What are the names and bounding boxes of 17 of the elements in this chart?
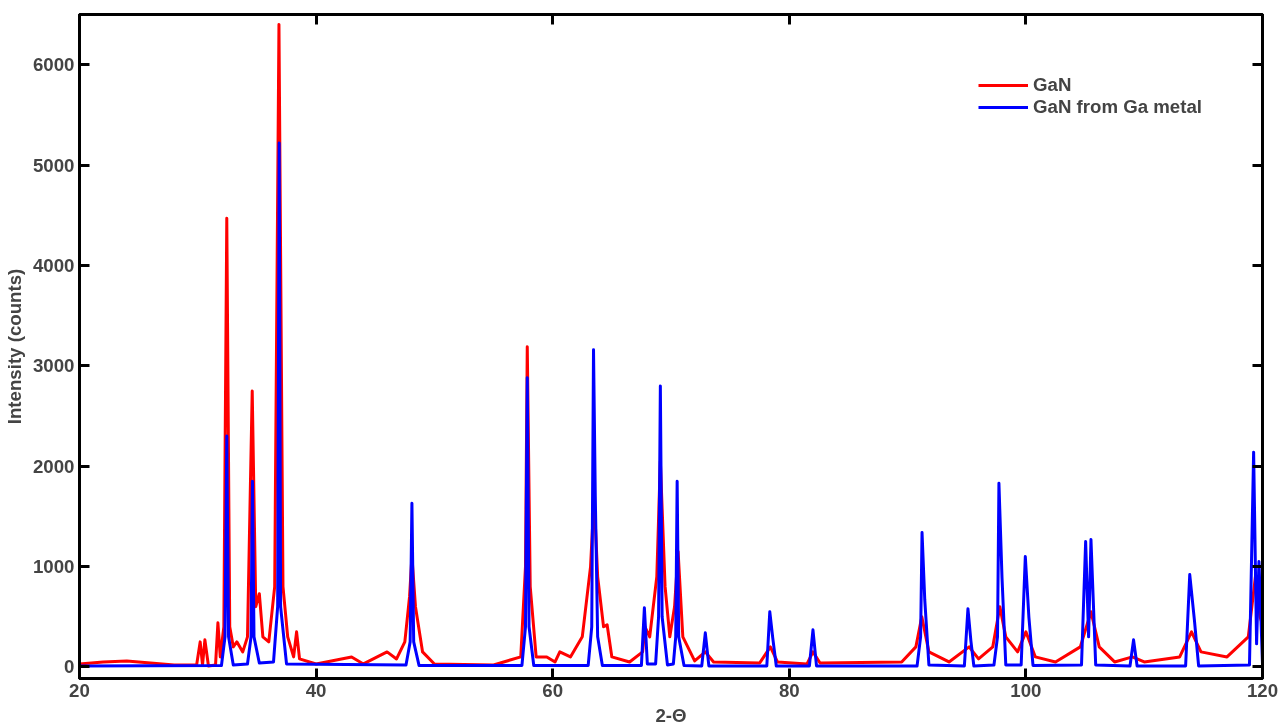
x-tick-label: 60 <box>542 679 564 701</box>
x-tick-label: 20 <box>69 679 90 701</box>
y-tick-label: 2000 <box>33 455 75 477</box>
y-axis-title: Intensity (counts) <box>4 268 25 425</box>
y-tick-label: 0 <box>64 656 75 678</box>
x-axis-title: 2-Θ <box>655 704 687 726</box>
legend-label: GaN from Ga metal <box>1033 96 1202 118</box>
y-tick-label: 5000 <box>33 154 75 176</box>
y-tick-label: 3000 <box>33 355 75 377</box>
x-tick-label: 120 <box>1246 679 1279 701</box>
y-tick-label: 4000 <box>33 254 75 276</box>
x-tick-label: 100 <box>1010 679 1042 701</box>
x-tick-label: 40 <box>305 679 327 701</box>
legend-label: GaN <box>1033 74 1072 96</box>
y-tick-label: 6000 <box>33 54 75 76</box>
y-tick-label: 1000 <box>33 556 75 578</box>
x-tick-label: 80 <box>778 679 800 701</box>
